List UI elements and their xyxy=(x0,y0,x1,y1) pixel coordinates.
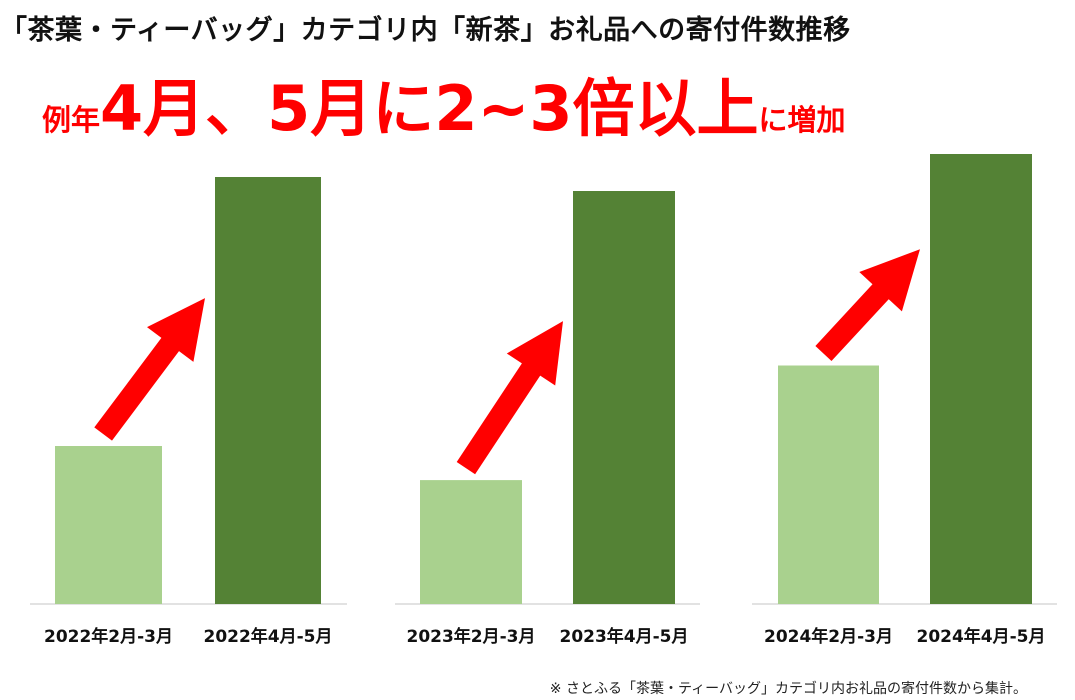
chart3-category-label-1: 2024年2月-3月 xyxy=(764,626,893,647)
chart1-category-label-2: 2022年4月-5月 xyxy=(203,626,332,647)
chart2-bar-1 xyxy=(420,480,522,604)
headline-prefix: 例年 xyxy=(42,103,101,137)
headline-part1: 4月、5月 xyxy=(100,72,373,145)
chart2-category-label-1: 2023年2月-3月 xyxy=(406,626,535,647)
chart2-category-label-2: 2023年4月-5月 xyxy=(559,626,688,647)
chart2-bar-2 xyxy=(573,191,675,604)
chart3-category-label-2: 2024年4月-5月 xyxy=(916,626,1045,647)
headline-suffix: に増加 xyxy=(758,103,846,137)
chart3-increase-arrow-icon xyxy=(815,249,920,361)
headline: 例年4月、5月に2~3倍以上に増加 xyxy=(42,78,846,140)
chart3-bar-1 xyxy=(778,365,879,604)
chart1-bar-1 xyxy=(55,446,162,604)
chart1-category-label-1: 2022年2月-3月 xyxy=(44,626,173,647)
footnote: ※ さとふる「茶葉・ティーバッグ」カテゴリ内お礼品の寄付件数から集計。 xyxy=(549,681,1027,697)
chart3-bar-2 xyxy=(930,154,1032,604)
chart1-bar-2 xyxy=(215,177,321,604)
headline-part2: 2~3倍以上 xyxy=(434,72,759,145)
chart1-increase-arrow-icon xyxy=(94,298,205,441)
chart-title: 「茶葉・ティーバッグ」カテゴリ内「新茶」お礼品への寄付件数推移 xyxy=(0,15,851,46)
chart2-increase-arrow-icon xyxy=(456,321,563,475)
headline-joiner: に xyxy=(372,72,435,145)
